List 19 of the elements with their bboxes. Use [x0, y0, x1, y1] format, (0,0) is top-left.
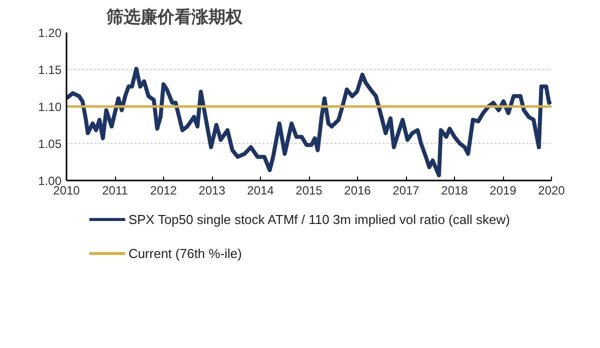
line-series: [66, 66, 552, 178]
y-tick-label: 1.15: [38, 63, 62, 77]
x-tick-label: 2019: [490, 184, 517, 198]
y-tick-label: 1.10: [38, 100, 62, 114]
legend-label: SPX Top50 single stock ATMf / 110 3m implied vol ratio (call skew): [128, 212, 510, 227]
legend-label: Current (76th %-ile): [128, 246, 242, 261]
chart-title: 筛选廉价看涨期权: [106, 8, 244, 28]
x-tick-label: 2014: [247, 184, 274, 198]
x-tick-label: 2015: [296, 184, 323, 198]
x-tick-label: 2013: [198, 184, 226, 198]
y-tick-label: 1.05: [38, 137, 62, 151]
x-tick-label: 2020: [538, 184, 566, 198]
x-tick-label: 2016: [344, 184, 372, 198]
y-tick-label: 1.20: [38, 26, 62, 40]
x-tick-label: 2011: [102, 184, 128, 198]
x-tick-label: 2010: [53, 184, 80, 198]
x-tick-label: 2017: [392, 184, 420, 198]
x-tick-label: 2018: [441, 184, 468, 198]
x-tick-label: 2012: [150, 184, 178, 198]
